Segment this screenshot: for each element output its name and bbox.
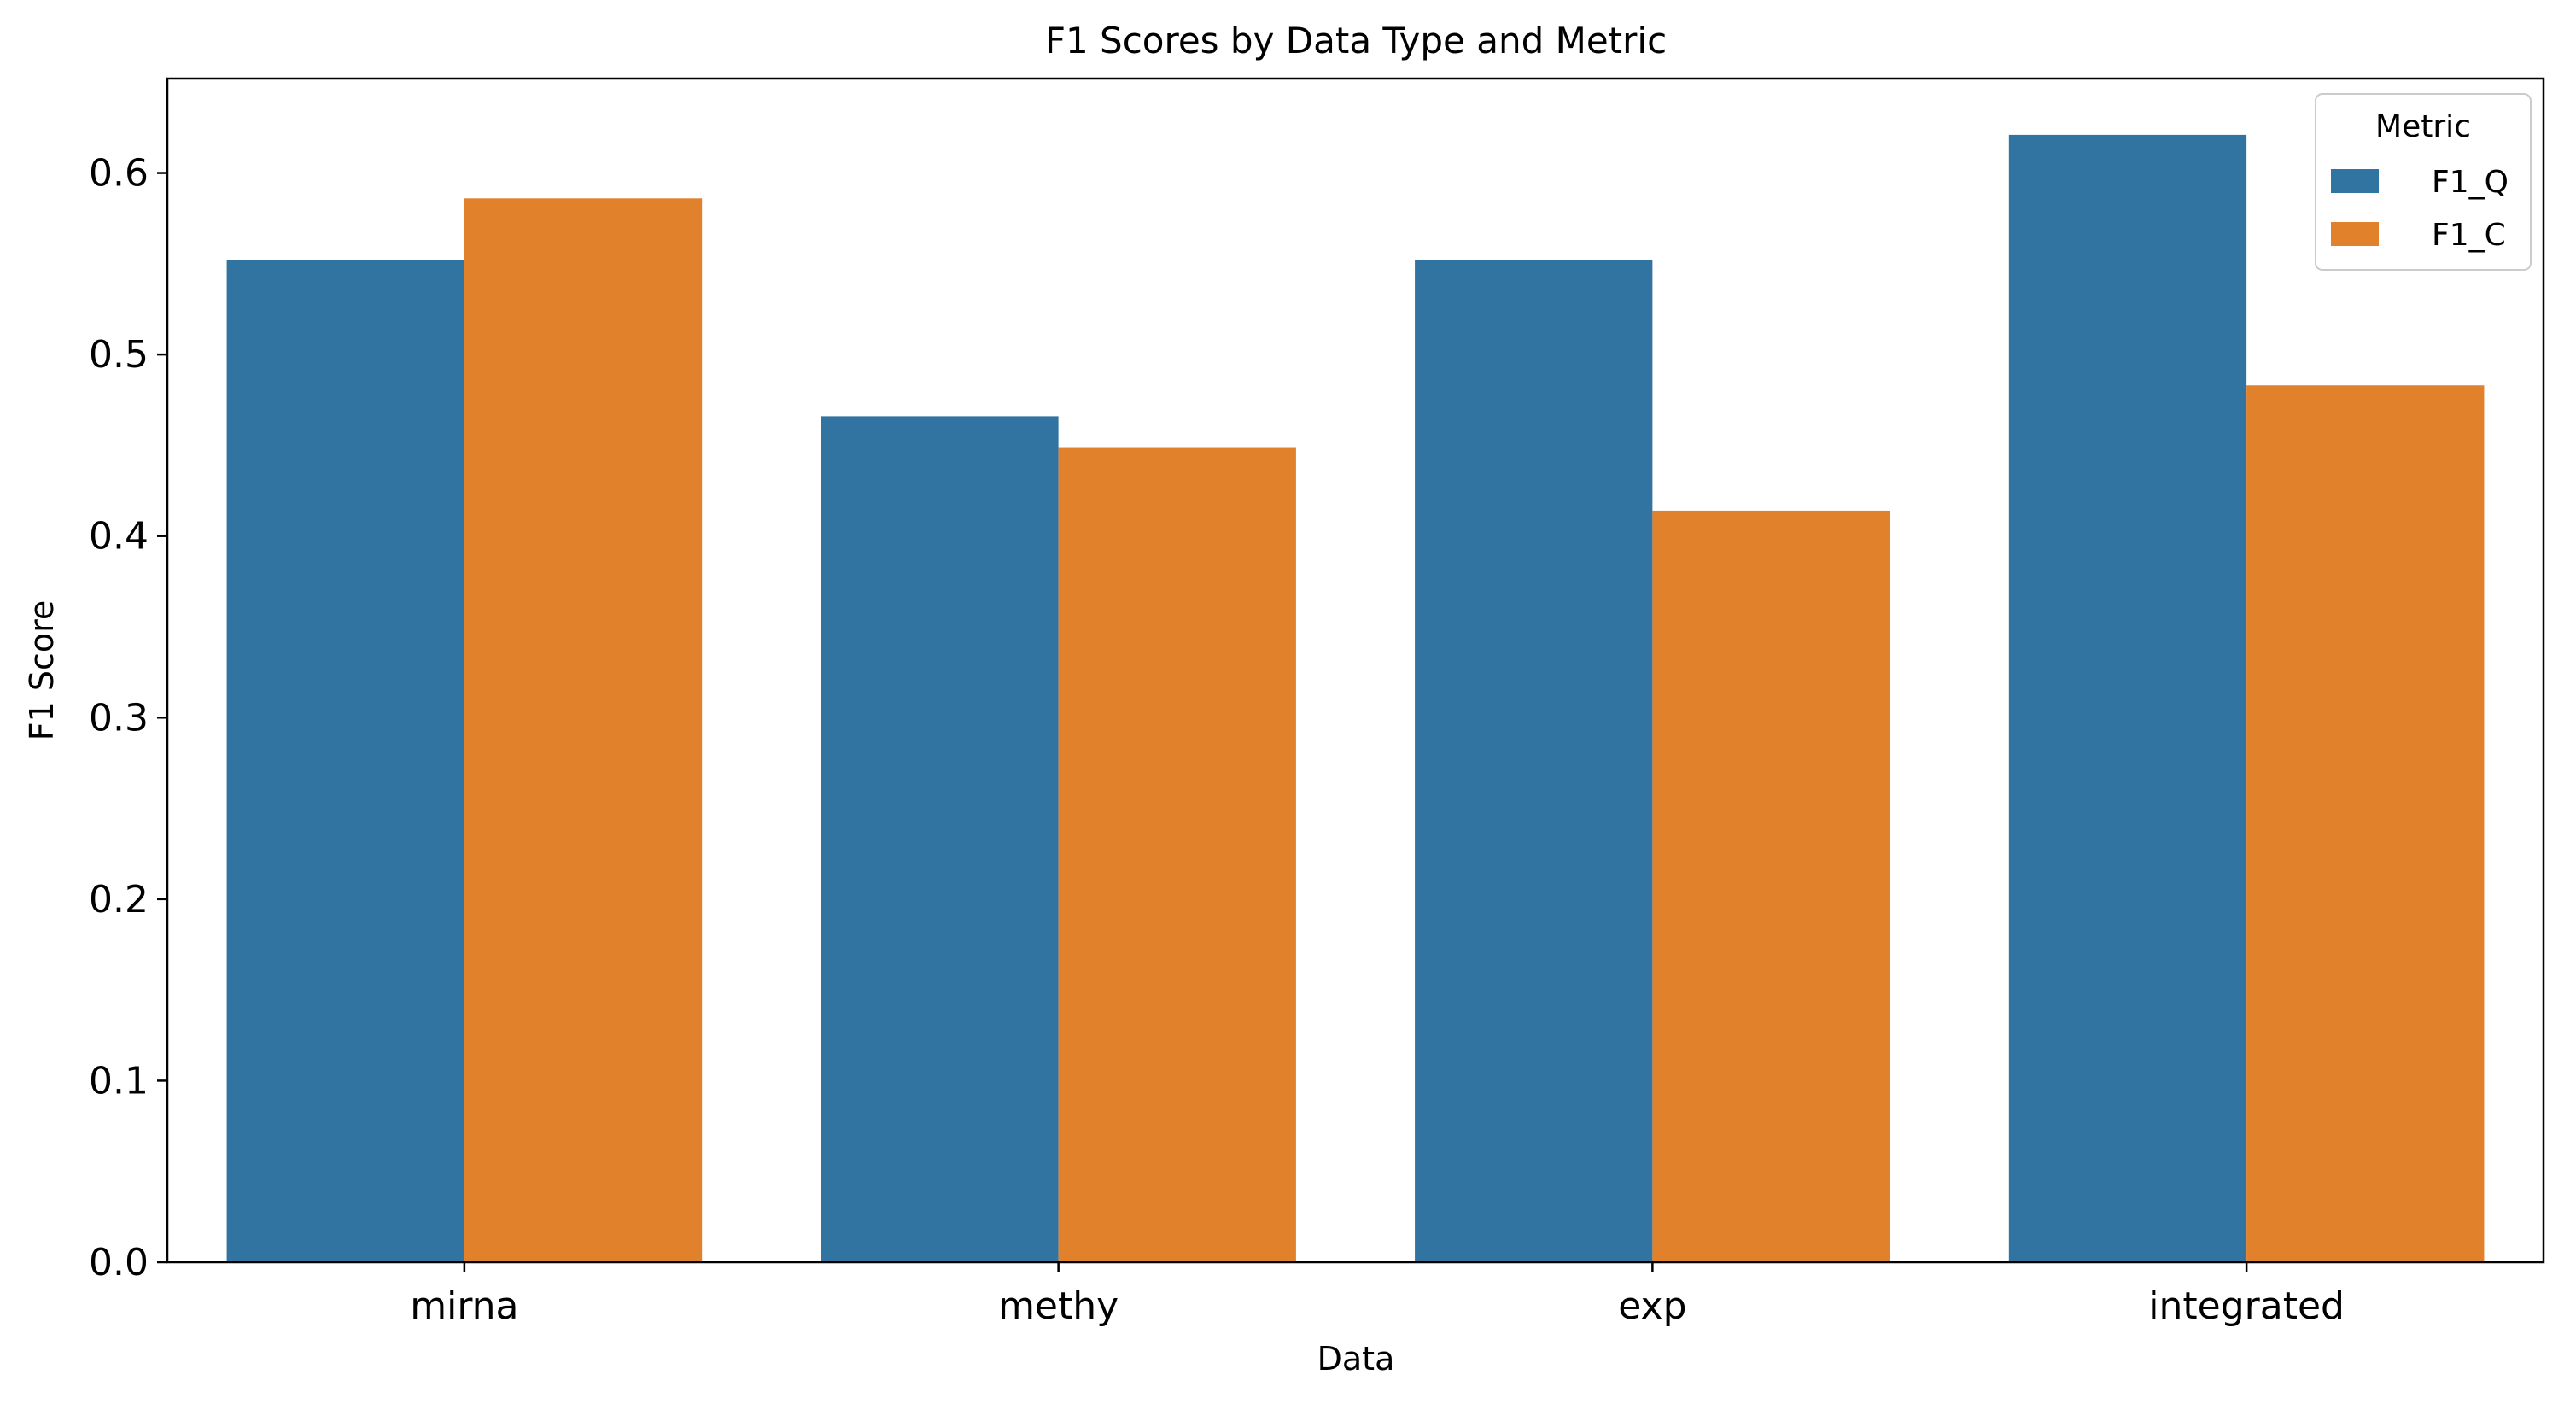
legend-label-f1-q: F1_Q [2432,165,2509,200]
bar-f1-q-mirna [226,260,464,1263]
x-tick-label-integrated: integrated [2148,1284,2345,1328]
bar-f1-q-exp [1415,260,1653,1263]
y-axis-label: F1 Score [23,600,61,741]
legend-title: Metric [2375,109,2471,144]
y-tick-label: 0.4 [89,515,149,559]
y-tick-label: 0.0 [89,1241,149,1284]
y-axis: 0.0 0.1 0.2 0.3 0.4 0.5 0.6 [89,152,167,1284]
y-tick-label: 0.6 [89,152,149,196]
bar-f1-c-exp [1652,510,1890,1262]
y-tick-label: 0.5 [89,333,149,377]
bar-f1-q-methy [821,416,1059,1262]
bar-f1-c-methy [1058,447,1296,1262]
x-tick-label-mirna: mirna [410,1284,518,1328]
x-tick-label-methy: methy [998,1284,1119,1328]
x-tick-label-exp: exp [1618,1284,1686,1328]
bar-f1-q-integrated [2008,134,2247,1262]
legend: Metric F1_Q F1_C [2315,93,2532,271]
legend-swatch-f1-q [2331,169,2379,193]
y-tick-label: 0.2 [89,878,149,921]
legend-swatch-f1-c [2331,222,2379,246]
plot-frame [166,77,2545,1264]
bar-f1-c-mirna [464,198,703,1262]
legend-label-f1-c: F1_C [2432,218,2506,253]
bar-f1-c-integrated [2246,385,2485,1262]
y-tick-label: 0.1 [89,1059,149,1103]
bars-group [226,134,2485,1263]
chart-title: F1 Scores by Data Type and Metric [1045,20,1667,61]
x-axis-label: Data [1317,1340,1395,1378]
x-axis: mirna methy exp integrated [410,1262,2345,1328]
y-tick-label: 0.3 [89,696,149,740]
